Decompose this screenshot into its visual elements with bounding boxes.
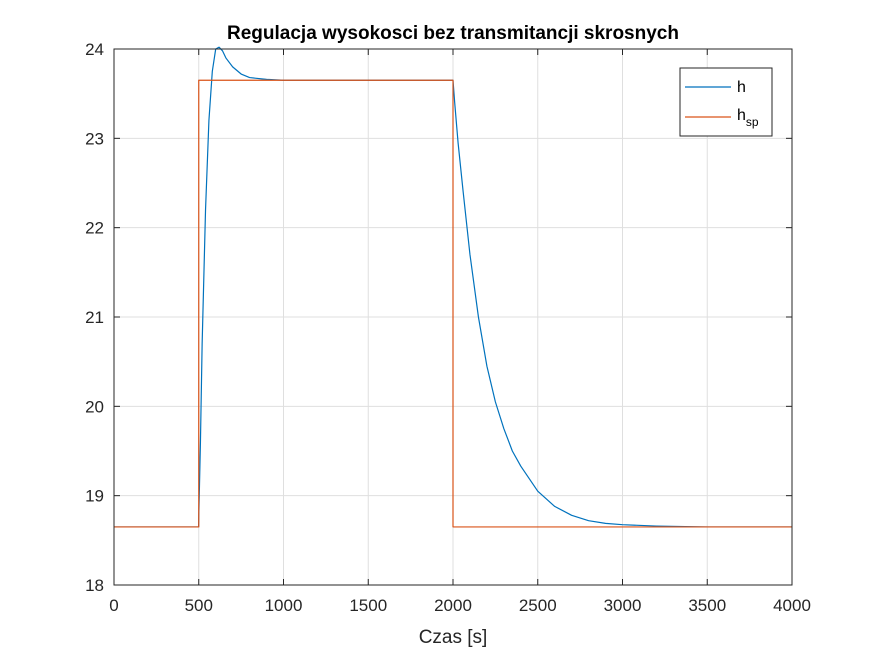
x-axis-label: Czas [s] (419, 627, 488, 648)
y-tick-label: 18 (85, 576, 104, 595)
legend-label-hsp-main: h (737, 107, 746, 124)
chart-title: Regulacja wysokosci bez transmitancji sk… (227, 23, 679, 44)
x-tick-label: 1500 (349, 596, 387, 615)
x-tick-label: 0 (109, 596, 118, 615)
x-tick-label: 500 (185, 596, 213, 615)
h-series-line (114, 46, 792, 528)
x-tick-label: 2000 (434, 596, 472, 615)
y-tick-label: 19 (85, 487, 104, 506)
y-tick-label: 22 (85, 219, 104, 238)
ticks-group: 0 500 1000 1500 2000 2500 3000 3500 4000 18 19 20 21… (85, 40, 811, 615)
x-tick-label: 1000 (265, 596, 303, 615)
y-tick-label: 23 (85, 129, 104, 148)
x-tick-label: 3000 (604, 596, 642, 615)
legend-label-hsp-sub: sp (746, 115, 759, 129)
x-tick-label: 2500 (519, 596, 557, 615)
series-group (114, 46, 792, 528)
x-tick-label: 3500 (688, 596, 726, 615)
legend: h hsp (679, 67, 773, 137)
hsp-series-line (114, 79, 792, 528)
y-tick-label: 21 (85, 308, 104, 327)
y-tick-label: 24 (85, 40, 104, 59)
legend-label-hsp: hsp (737, 107, 759, 129)
x-tick-label: 4000 (773, 596, 811, 615)
legend-label-h: h (737, 79, 746, 96)
y-tick-label: 20 (85, 397, 104, 416)
legend-box (679, 67, 773, 137)
